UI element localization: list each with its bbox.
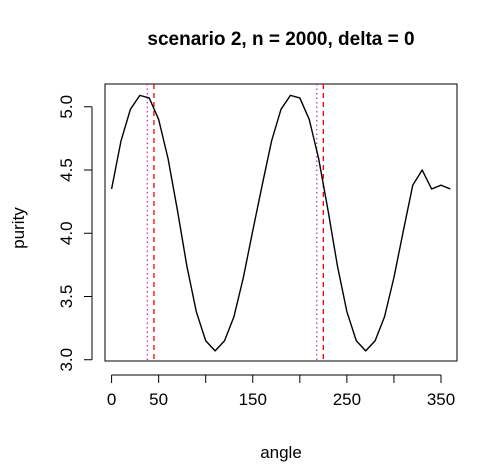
x-tick-label-0: 0 bbox=[107, 390, 116, 409]
y-tick-label-4: 5.0 bbox=[57, 95, 76, 119]
y-tick-label-2: 4.0 bbox=[57, 221, 76, 245]
reference-lines bbox=[146, 84, 325, 361]
y-tick-label-3: 4.5 bbox=[57, 158, 76, 182]
y-tick-label-1: 3.5 bbox=[57, 285, 76, 309]
series-line-0 bbox=[110, 94, 451, 352]
x-tick-label-50: 50 bbox=[149, 390, 168, 409]
x-tick-label-150: 150 bbox=[239, 390, 267, 409]
y-axis: 3.0 3.5 4.0 4.5 5.0 bbox=[57, 95, 93, 372]
x-tick-label-250: 250 bbox=[333, 390, 361, 409]
series-group bbox=[110, 94, 451, 352]
chart-title: scenario 2, n = 2000, delta = 0 bbox=[147, 29, 414, 50]
x-axis: 0 50 150 250 350 bbox=[107, 374, 455, 409]
y-axis-label: purity bbox=[9, 207, 28, 249]
plot-frame bbox=[104, 83, 458, 362]
x-tick-label-350: 350 bbox=[427, 390, 455, 409]
y-tick-label-0: 3.0 bbox=[57, 348, 76, 372]
x-axis-label: angle bbox=[260, 443, 302, 462]
